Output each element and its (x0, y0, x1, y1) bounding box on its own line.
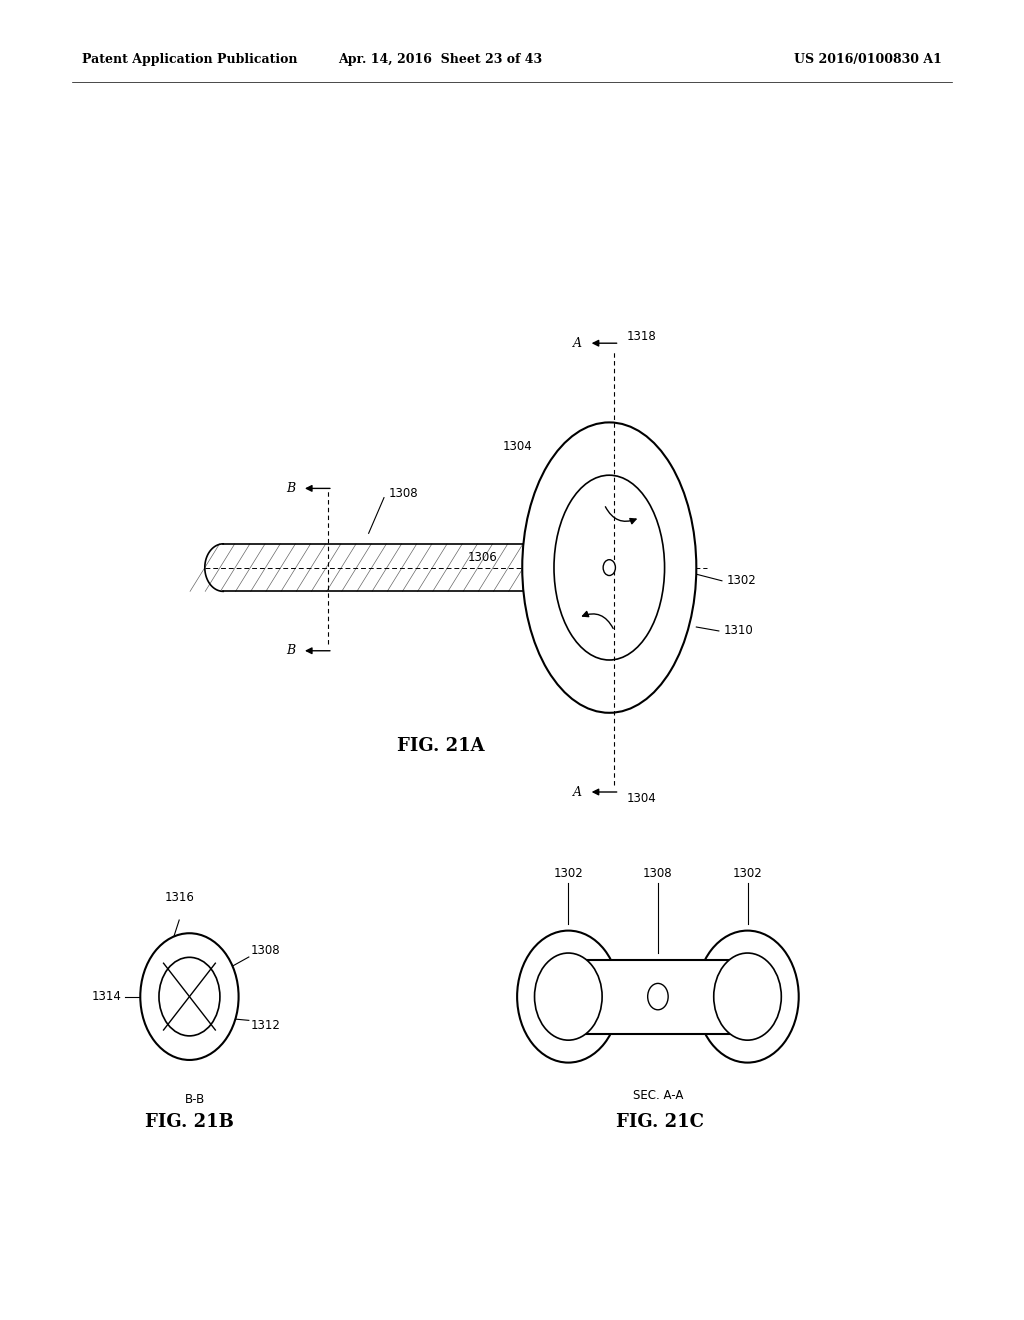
Text: B: B (286, 482, 295, 495)
Text: A: A (572, 785, 582, 799)
Text: B: B (286, 644, 295, 657)
Ellipse shape (522, 422, 696, 713)
Ellipse shape (554, 475, 665, 660)
Circle shape (714, 953, 781, 1040)
Text: Apr. 14, 2016  Sheet 23 of 43: Apr. 14, 2016 Sheet 23 of 43 (338, 53, 543, 66)
Text: B-B: B-B (184, 1093, 205, 1106)
Text: SEC. A-A: SEC. A-A (633, 1089, 683, 1102)
Circle shape (140, 933, 239, 1060)
Circle shape (603, 560, 615, 576)
Text: 1302: 1302 (553, 867, 584, 880)
Text: 1302: 1302 (727, 574, 757, 587)
Circle shape (159, 957, 220, 1036)
Circle shape (648, 983, 669, 1010)
Circle shape (517, 931, 620, 1063)
Text: 1308: 1308 (643, 867, 673, 880)
Text: Patent Application Publication: Patent Application Publication (82, 53, 297, 66)
Text: 1318: 1318 (627, 330, 656, 343)
Text: 1308: 1308 (389, 487, 419, 500)
Text: A: A (572, 337, 582, 350)
Text: 1302: 1302 (732, 867, 763, 880)
Text: 1304: 1304 (627, 792, 656, 805)
Text: 1308: 1308 (251, 944, 281, 957)
Bar (568, 960, 748, 1034)
Text: 1304: 1304 (503, 440, 532, 453)
Text: 1314: 1314 (92, 990, 122, 1003)
Text: FIG. 21B: FIG. 21B (145, 1113, 233, 1131)
Circle shape (535, 953, 602, 1040)
Text: US 2016/0100830 A1: US 2016/0100830 A1 (795, 53, 942, 66)
Circle shape (696, 931, 799, 1063)
Text: 1312: 1312 (251, 1019, 281, 1032)
Text: 1310: 1310 (724, 624, 754, 638)
Text: 1306: 1306 (468, 550, 498, 564)
Text: FIG. 21C: FIG. 21C (616, 1113, 705, 1131)
Text: FIG. 21A: FIG. 21A (396, 737, 484, 755)
Text: 1316: 1316 (164, 891, 195, 904)
